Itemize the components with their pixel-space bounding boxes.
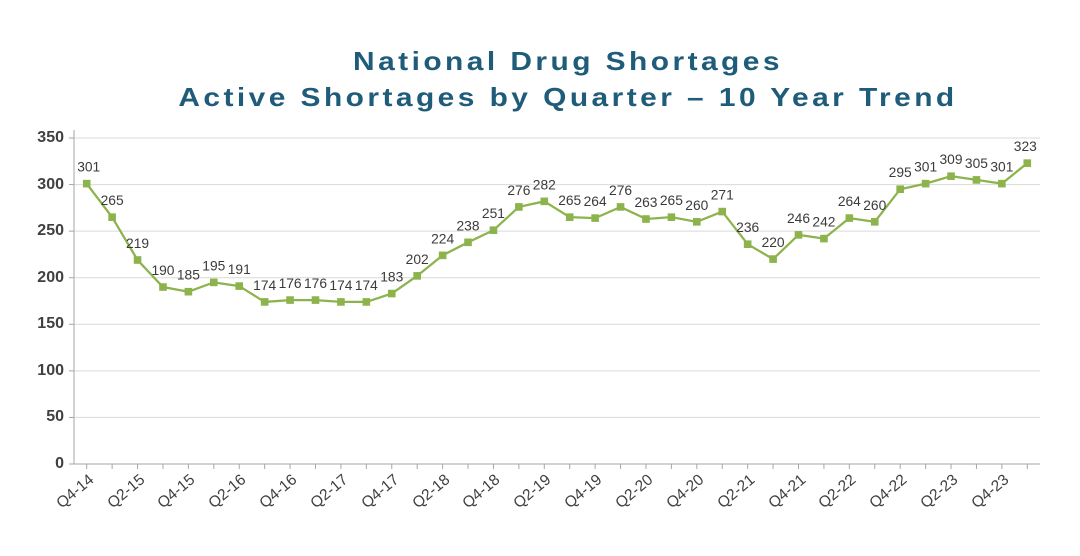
svg-text:282: 282 xyxy=(533,177,556,192)
svg-text:219: 219 xyxy=(126,236,149,251)
svg-text:265: 265 xyxy=(558,193,581,208)
svg-text:305: 305 xyxy=(965,156,988,171)
svg-text:220: 220 xyxy=(762,235,785,250)
svg-text:202: 202 xyxy=(406,252,429,267)
svg-text:276: 276 xyxy=(507,183,530,198)
svg-text:271: 271 xyxy=(711,188,734,203)
svg-text:242: 242 xyxy=(812,215,835,230)
svg-text:236: 236 xyxy=(736,220,759,235)
svg-text:309: 309 xyxy=(940,152,963,167)
svg-text:295: 295 xyxy=(889,165,912,180)
svg-text:246: 246 xyxy=(787,211,810,226)
svg-text:183: 183 xyxy=(380,270,403,285)
svg-text:195: 195 xyxy=(202,258,225,273)
svg-text:276: 276 xyxy=(609,183,632,198)
svg-text:260: 260 xyxy=(863,198,886,213)
svg-text:185: 185 xyxy=(177,268,200,283)
svg-text:264: 264 xyxy=(584,194,607,209)
svg-text:264: 264 xyxy=(838,194,861,209)
svg-text:260: 260 xyxy=(685,198,708,213)
svg-text:323: 323 xyxy=(1014,139,1037,154)
svg-text:301: 301 xyxy=(77,160,100,175)
svg-text:238: 238 xyxy=(457,218,480,233)
svg-text:251: 251 xyxy=(482,206,505,221)
svg-text:176: 176 xyxy=(279,276,302,291)
svg-text:174: 174 xyxy=(253,278,276,293)
svg-text:265: 265 xyxy=(101,193,124,208)
svg-text:191: 191 xyxy=(228,262,251,277)
svg-text:263: 263 xyxy=(634,195,657,210)
svg-text:174: 174 xyxy=(329,278,352,293)
svg-text:301: 301 xyxy=(990,160,1013,175)
svg-text:224: 224 xyxy=(431,231,454,246)
svg-text:176: 176 xyxy=(304,276,327,291)
svg-text:174: 174 xyxy=(355,278,378,293)
svg-text:190: 190 xyxy=(151,263,174,278)
svg-text:301: 301 xyxy=(914,160,937,175)
svg-text:265: 265 xyxy=(660,193,683,208)
